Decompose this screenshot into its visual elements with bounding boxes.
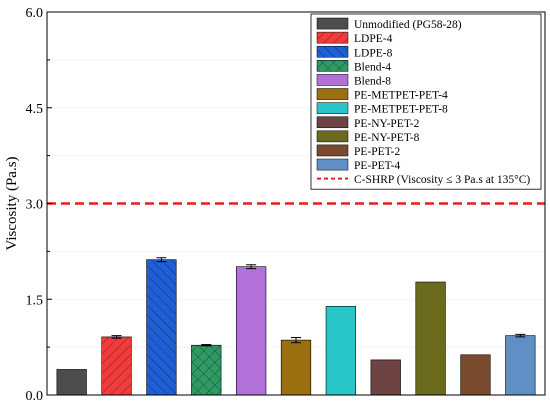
legend-label: PE-PET-2 bbox=[354, 146, 400, 158]
bar bbox=[325, 305, 356, 396]
legend-swatch bbox=[316, 116, 349, 129]
bar bbox=[280, 339, 312, 396]
bar bbox=[236, 266, 267, 396]
legend-label: C-SHRP (Viscosity ≤ 3 Pa.s at 135°C) bbox=[354, 174, 530, 186]
y-axis-title: Viscosity (Pa.s) bbox=[4, 156, 20, 250]
legend-label: PE-NY-PET-2 bbox=[354, 118, 420, 130]
legend-swatch bbox=[316, 158, 349, 171]
bar-hatch bbox=[191, 345, 222, 395]
y-tick-label: 0.0 bbox=[26, 389, 44, 403]
bar-hatch bbox=[146, 259, 177, 395]
legend-label: PE-NY-PET-8 bbox=[354, 132, 420, 144]
legend-label: PE-PET-4 bbox=[354, 160, 400, 172]
legend-box bbox=[310, 13, 542, 190]
legend-swatch bbox=[316, 88, 349, 100]
legend-swatch bbox=[316, 130, 349, 143]
legend-label: Blend-4 bbox=[354, 61, 391, 73]
y-tick-label: 6.0 bbox=[26, 6, 44, 21]
legend-label: Blend-8 bbox=[354, 76, 391, 88]
bar bbox=[370, 359, 401, 396]
legend: Unmodified (PG58-28) LDPE-4 LDPE-8 Blend-4 B… bbox=[310, 13, 542, 190]
legend-label: Unmodified (PG58-28) bbox=[354, 19, 462, 31]
y-axis-ticks: 0.0 1.5 3.0 4.5 6.0 bbox=[26, 6, 52, 403]
legend-swatch-hatch bbox=[317, 32, 348, 44]
legend-label: PE-METPET-PET-4 bbox=[354, 90, 448, 102]
legend-swatch-hatch bbox=[317, 60, 348, 72]
legend-label: PE-METPET-PET-8 bbox=[354, 104, 448, 116]
legend-swatch bbox=[316, 17, 349, 30]
legend-swatch bbox=[316, 74, 349, 86]
bar bbox=[505, 335, 536, 396]
y-tick-label: 4.5 bbox=[26, 102, 44, 117]
bar bbox=[415, 281, 446, 396]
legend-swatch bbox=[316, 144, 349, 157]
bar bbox=[460, 354, 491, 396]
y-tick-label: 1.5 bbox=[26, 293, 44, 308]
legend-label: LDPE-8 bbox=[354, 47, 393, 59]
bar bbox=[56, 369, 87, 396]
bars bbox=[56, 257, 536, 396]
y-tick-label: 3.0 bbox=[26, 198, 44, 213]
legend-swatch-hatch bbox=[317, 46, 348, 58]
bar-hatch bbox=[101, 336, 132, 395]
legend-label: LDPE-4 bbox=[354, 33, 393, 45]
legend-swatch bbox=[316, 102, 349, 114]
